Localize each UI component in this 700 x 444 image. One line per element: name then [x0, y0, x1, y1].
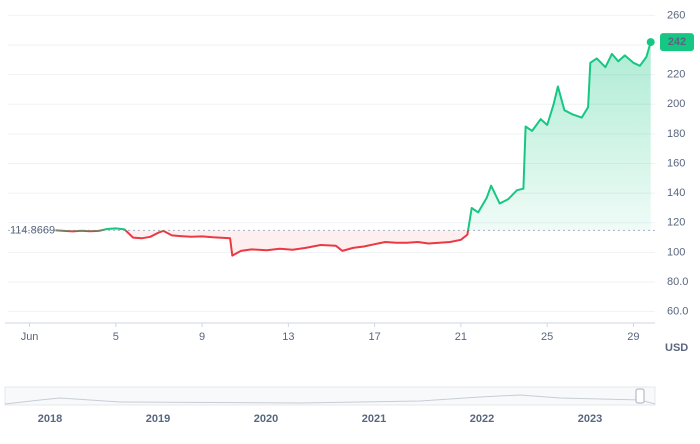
x-tick-label: 5: [113, 331, 119, 343]
x-tick-label: Jun: [21, 331, 39, 343]
navigator-track[interactable]: [4, 386, 656, 406]
navigator-year: 2018: [38, 413, 62, 425]
area: [55, 230, 651, 256]
y-tick-label: 180: [667, 128, 685, 140]
x-tick-label: 29: [627, 331, 639, 343]
y-tick-label: 120: [667, 217, 685, 229]
area: [55, 42, 651, 231]
y-tick-label: 100: [667, 246, 685, 258]
last-point: [646, 38, 655, 47]
price-line: [55, 41, 652, 257]
y-tick-label: 160: [667, 157, 685, 169]
x-tick-label: 25: [541, 331, 553, 343]
y-tick-label: 200: [667, 98, 685, 110]
y-tick-label: 220: [667, 69, 685, 81]
y-tick-label: 80.0: [667, 276, 688, 288]
navigator-year: 2020: [254, 413, 278, 425]
x-tick-label: 21: [455, 331, 467, 343]
price-tag: [660, 33, 694, 52]
y-tick-label: 60.0: [667, 306, 688, 318]
y-axis-unit: USD: [665, 342, 688, 354]
navigator-year: 2021: [362, 413, 386, 425]
x-tick-label: 17: [369, 331, 381, 343]
navigator-year: 2019: [146, 413, 170, 425]
baseline-label: 114.8669: [10, 224, 55, 236]
navigator-line: [4, 394, 656, 405]
navigator-year: 2023: [578, 413, 602, 425]
y-tick-label: 140: [667, 187, 685, 199]
x-tick-label: 13: [282, 331, 294, 343]
navigator-year: 2022: [470, 413, 494, 425]
price-tag-label: 242: [668, 36, 686, 48]
y-tick-label: 260: [667, 9, 685, 21]
x-tick-label: 9: [199, 331, 205, 343]
navigator-handle[interactable]: [635, 388, 645, 404]
